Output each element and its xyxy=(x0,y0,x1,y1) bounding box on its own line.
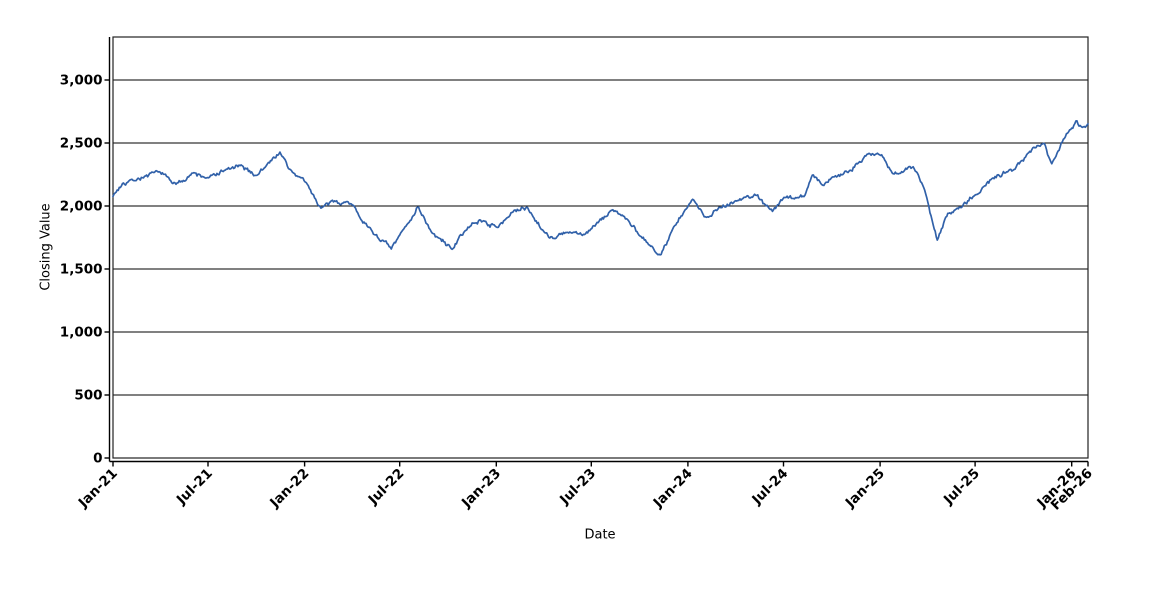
y-tick-label: 1,000 xyxy=(60,325,103,341)
x-tick-label: Jul-21 xyxy=(173,466,216,509)
y-tick-label: 3,000 xyxy=(60,73,103,89)
x-tick-label: Jan-21 xyxy=(75,466,121,512)
x-tick-label: Jul-25 xyxy=(940,466,983,509)
plot-border xyxy=(112,36,1089,459)
y-tick-label: 2,500 xyxy=(60,136,103,152)
x-tick-label: Jul-24 xyxy=(748,466,791,509)
y-tick-label: 0 xyxy=(93,451,102,467)
x-tick-label: Jan-23 xyxy=(458,466,504,512)
x-tick-label: Jan-22 xyxy=(266,466,312,512)
x-tick-label: Jan-24 xyxy=(650,466,696,512)
y-tick-label: 2,000 xyxy=(60,199,103,215)
x-axis-title: Date xyxy=(584,527,616,543)
closing-value-series-line xyxy=(112,120,1089,256)
y-tick-label: 1,500 xyxy=(60,262,103,278)
y-axis-title: Closing Value xyxy=(38,203,54,291)
x-tick-label: Jan-25 xyxy=(842,466,888,512)
x-tick-label: Jul-22 xyxy=(365,466,408,509)
y-tick-label: 500 xyxy=(74,388,102,404)
x-tick-label: Jul-23 xyxy=(556,466,599,509)
